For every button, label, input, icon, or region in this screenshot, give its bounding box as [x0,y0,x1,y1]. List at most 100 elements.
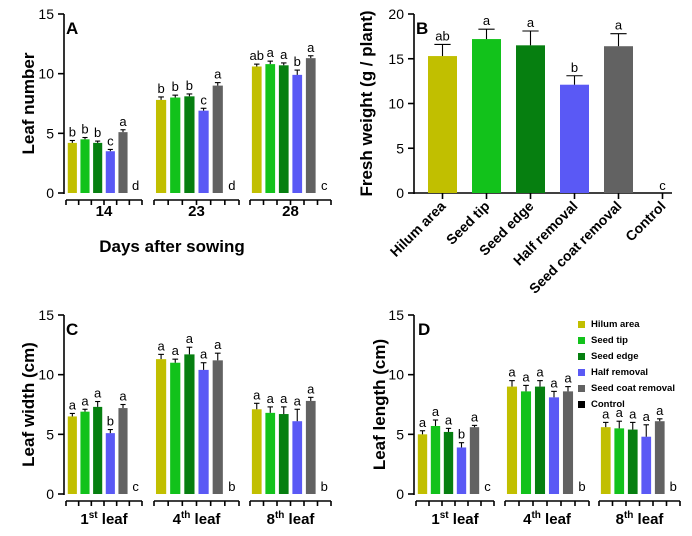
x-category-label: Hilum area [387,198,449,260]
significance-letter: b [69,124,76,139]
bar [469,427,480,494]
bar [93,406,103,494]
x-category-label: Control [622,198,669,245]
panel-label: D [418,320,430,339]
x-category-number: 8 [267,511,275,528]
x-category-superscript: st [89,510,99,521]
significance-letter: c [321,178,328,193]
y-tick-label: 0 [396,185,404,201]
legend-label: Seed edge [591,351,639,362]
bar [430,425,441,494]
bar [251,66,262,193]
significance-letter: b [321,479,328,494]
significance-letter: b [228,479,235,494]
bar [198,110,209,193]
significance-letter: a [172,343,180,358]
x-category-suffix: leaf [284,511,315,528]
bar [562,391,574,494]
significance-letter: a [508,365,516,380]
bar [614,428,625,494]
significance-letter: a [214,337,222,352]
significance-letter: b [94,125,101,140]
significance-letter: a [267,391,275,406]
bar [67,416,77,494]
bar [67,142,77,193]
bar [251,409,262,494]
bar [627,429,638,494]
y-axis-label: Leaf number [19,52,38,154]
y-tick-label: 10 [388,367,404,383]
significance-letter: a [119,389,127,404]
significance-letter: c [107,133,114,148]
y-tick-label: 0 [46,185,54,201]
significance-letter: a [483,13,491,28]
significance-letter: a [602,406,610,421]
x-category-suffix: leaf [98,511,129,528]
legend-label: Half removal [591,367,648,378]
x-category-label: 1st leaf [80,510,128,528]
bar [641,436,652,494]
bar [548,397,560,494]
y-tick-label: 15 [38,307,54,323]
significance-letter: a [94,386,102,401]
x-category-number: 1 [431,511,439,528]
y-tick-label: 5 [396,140,404,156]
bar [534,386,546,494]
significance-letter: a [280,47,288,62]
significance-letter: a [307,381,315,396]
bar [456,447,467,494]
significance-letter: b [294,54,301,69]
bar [184,96,195,193]
x-category-number: 1 [80,511,88,528]
x-category-superscript: th [275,510,284,521]
significance-letter: b [107,414,114,429]
significance-letter: a [253,387,261,402]
significance-letter: a [186,331,194,346]
x-category-label: 14 [96,203,113,220]
significance-letter: b [172,79,179,94]
x-category-number: 28 [282,203,299,220]
significance-letter: a [445,412,453,427]
significance-letter: a [200,347,208,362]
significance-letter: b [578,479,585,494]
significance-letter: a [550,375,558,390]
legend-swatch [578,385,585,392]
y-tick-label: 15 [38,6,54,22]
panel-label: B [416,19,428,38]
bar [292,74,303,193]
significance-letter: a [643,409,651,424]
significance-letter: a [432,404,440,419]
bar [292,421,303,494]
legend-label: Seed coat removal [591,383,675,394]
y-tick-label: 10 [388,96,404,112]
x-category-label: 28 [282,203,299,220]
significance-letter: a [267,45,275,60]
significance-letter: a [119,114,127,129]
bar [118,408,128,494]
significance-letter: ab [250,48,264,63]
bar [93,142,103,193]
x-category-number: 4 [523,511,532,528]
bar [80,411,90,494]
significance-letter: c [132,479,139,494]
x-category-label: 4th leaf [523,510,572,528]
x-category-label: 8th leaf [267,510,316,528]
significance-letter: a [527,15,535,30]
y-tick-label: 10 [38,66,54,82]
y-tick-label: 5 [396,426,404,442]
legend-label: Hilum area [591,319,640,330]
y-tick-label: 20 [388,6,404,22]
significance-letter: a [294,393,302,408]
bar [472,39,501,194]
y-tick-label: 5 [46,426,54,442]
significance-letter: c [484,479,491,494]
panel-label: A [66,19,78,38]
legend-swatch [578,401,585,408]
significance-letter: a [615,18,623,33]
significance-letter: b [458,427,465,442]
significance-letter: a [419,415,427,430]
legend-label: Control [591,399,625,410]
y-axis-label: Leaf width (cm) [19,342,38,467]
